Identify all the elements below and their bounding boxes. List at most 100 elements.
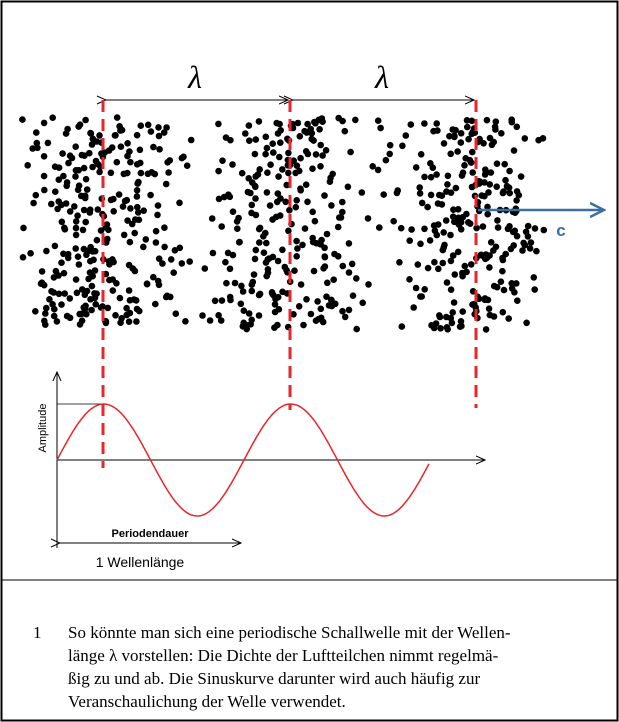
- particle: [209, 249, 217, 257]
- particle: [140, 207, 147, 214]
- particle: [487, 239, 495, 246]
- particle: [144, 121, 152, 129]
- particle: [247, 189, 254, 197]
- particle: [255, 312, 263, 319]
- particle: [519, 247, 526, 254]
- particle: [294, 245, 301, 252]
- period-label: Periodendauer: [111, 528, 189, 540]
- particle: [463, 117, 471, 124]
- particle: [433, 231, 441, 239]
- particle: [113, 114, 121, 121]
- particle: [376, 224, 383, 231]
- particle: [467, 159, 475, 166]
- particle: [163, 292, 171, 300]
- particle: [110, 195, 117, 203]
- particle: [285, 169, 292, 177]
- particle: [436, 313, 444, 321]
- particle: [206, 317, 214, 324]
- caption-line: länge λ vorstellen: Die Dichte der Luftt…: [68, 646, 499, 665]
- particle: [410, 304, 418, 311]
- particle: [506, 189, 513, 197]
- particle: [260, 249, 268, 256]
- particle: [274, 257, 282, 265]
- particle: [73, 289, 81, 297]
- particle: [271, 301, 279, 308]
- particle: [421, 225, 428, 233]
- particle: [218, 223, 225, 230]
- speed-label: c: [556, 221, 565, 240]
- particle: [450, 299, 458, 306]
- particle: [349, 292, 357, 300]
- particle: [365, 281, 372, 288]
- particle: [88, 282, 96, 290]
- particle: [339, 198, 346, 206]
- particle: [33, 129, 40, 136]
- particle: [380, 191, 388, 198]
- particle: [433, 171, 440, 178]
- particle: [274, 293, 282, 301]
- particle: [104, 304, 112, 312]
- particle: [482, 255, 489, 263]
- particle: [427, 191, 435, 199]
- particle: [106, 276, 113, 284]
- particle: [510, 242, 517, 249]
- particle: [442, 217, 450, 224]
- particle: [334, 252, 342, 260]
- particle: [263, 272, 271, 280]
- particle: [502, 176, 509, 184]
- particle: [242, 130, 249, 137]
- particle: [416, 184, 424, 191]
- particle: [83, 186, 91, 193]
- particle: [421, 286, 429, 293]
- particle: [152, 239, 160, 246]
- particle: [437, 325, 444, 332]
- particle: [58, 301, 65, 308]
- particle: [88, 306, 95, 314]
- particle: [309, 238, 317, 246]
- particle: [319, 152, 326, 159]
- particle: [126, 238, 134, 246]
- particle: [147, 128, 155, 135]
- particle: [530, 274, 538, 281]
- particle: [61, 290, 68, 297]
- particle: [504, 225, 512, 233]
- particle: [330, 276, 338, 284]
- particle: [279, 166, 286, 173]
- particle: [60, 269, 68, 277]
- particle: [60, 172, 67, 180]
- particle: [170, 269, 177, 277]
- particle: [500, 188, 507, 195]
- particle: [239, 288, 247, 295]
- particle: [91, 290, 98, 297]
- particle: [44, 139, 52, 147]
- particle: [524, 233, 532, 240]
- particle: [436, 191, 443, 199]
- particle: [135, 216, 143, 224]
- particle: [267, 161, 274, 168]
- particle: [163, 124, 170, 131]
- particle: [20, 224, 27, 232]
- particle: [294, 119, 302, 127]
- particle: [87, 296, 94, 303]
- particle: [237, 300, 245, 308]
- particle: [110, 258, 117, 266]
- particle: [112, 312, 119, 319]
- particle: [457, 130, 465, 137]
- particle: [93, 236, 101, 244]
- particle: [32, 191, 40, 199]
- particle: [449, 126, 457, 133]
- particle: [108, 144, 116, 151]
- particle: [49, 114, 56, 121]
- particle: [292, 203, 300, 211]
- caption-line: Veranschaulichung der Welle verwendet.: [68, 692, 346, 711]
- particle: [457, 219, 465, 226]
- particle: [483, 116, 491, 124]
- particle: [227, 136, 234, 144]
- particle: [328, 202, 335, 209]
- particle: [299, 241, 306, 249]
- particle: [262, 229, 269, 237]
- particle: [147, 191, 154, 199]
- particle: [111, 132, 119, 139]
- particle: [317, 141, 325, 149]
